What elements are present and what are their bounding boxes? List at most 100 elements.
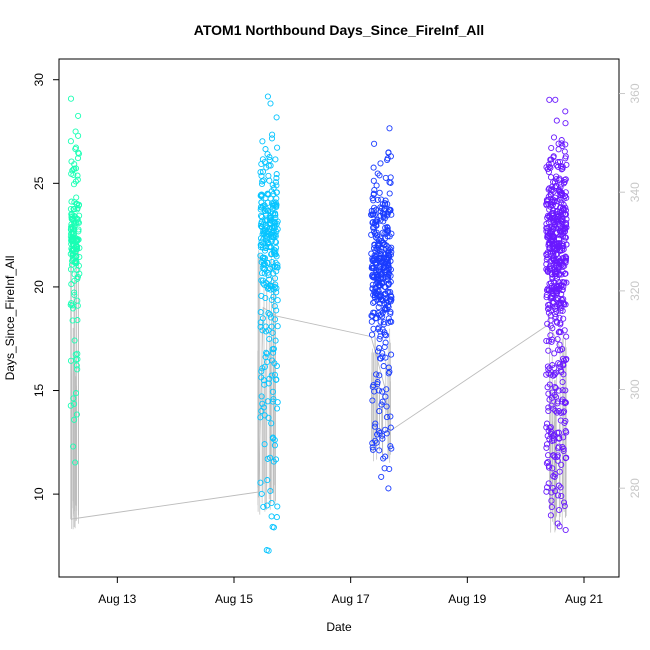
data-point (273, 114, 280, 121)
x-tick-label: Aug 15 (215, 592, 253, 606)
data-point (258, 238, 265, 245)
data-point (387, 153, 394, 160)
data-point (370, 164, 377, 171)
data-point (382, 174, 389, 181)
data-point (68, 211, 76, 218)
data-point (385, 265, 392, 273)
data-point (557, 329, 564, 336)
data-point (552, 384, 559, 392)
data-point (560, 362, 567, 369)
data-point (71, 400, 78, 408)
data-point (266, 276, 273, 283)
data-point (384, 288, 391, 295)
secondary-y-tick-label: 300 (628, 379, 642, 399)
data-point (74, 266, 81, 274)
data-point (261, 412, 268, 419)
data-point (74, 302, 81, 309)
data-point (381, 331, 389, 338)
data-point (269, 435, 277, 442)
data-point (373, 218, 380, 225)
data-point (547, 512, 554, 519)
data-point (258, 393, 265, 400)
y-tick-label: 20 (32, 280, 46, 294)
data-point (563, 454, 570, 461)
data-point (375, 310, 382, 317)
data-point (381, 207, 388, 214)
data-point (388, 244, 395, 251)
data-point (265, 191, 272, 198)
data-point (272, 337, 279, 344)
data-point (73, 411, 80, 418)
data-point (262, 353, 269, 361)
data-point (75, 149, 82, 156)
data-point (387, 298, 394, 305)
data-point (375, 304, 382, 311)
data-point (372, 285, 379, 292)
data-point (265, 310, 272, 317)
data-point (560, 447, 567, 455)
data-point (560, 246, 567, 253)
data-point (71, 165, 78, 172)
data-point (563, 429, 570, 436)
series-3 (368, 125, 395, 492)
data-point (562, 120, 569, 127)
data-point (557, 484, 564, 491)
data-point (368, 264, 375, 272)
data-point (381, 465, 388, 472)
data-point (373, 229, 380, 236)
data-point (550, 154, 557, 161)
data-point (264, 398, 271, 405)
data-point (379, 326, 386, 333)
data-point (268, 513, 275, 520)
plot-frame (58, 58, 620, 578)
data-point (269, 329, 276, 336)
data-point (257, 309, 264, 316)
data-point (555, 443, 562, 450)
data-point (377, 355, 384, 362)
data-point (563, 224, 570, 231)
data-point (382, 426, 389, 433)
data-point (376, 408, 383, 415)
data-point (379, 297, 387, 304)
data-point (381, 235, 389, 242)
y-tick-label: 25 (32, 176, 46, 190)
data-point (558, 461, 565, 468)
data-point (71, 291, 78, 299)
data-point (272, 239, 280, 246)
data-point (259, 178, 266, 185)
data-point (70, 246, 77, 253)
data-point (380, 218, 387, 225)
data-point (262, 294, 269, 302)
data-point (267, 487, 274, 495)
data-point (260, 377, 268, 384)
data-point (562, 356, 569, 363)
data-point (270, 349, 277, 356)
data-point (273, 175, 280, 182)
data-point (370, 177, 377, 184)
data-point (379, 210, 386, 217)
data-point (551, 453, 558, 461)
data-point (547, 200, 554, 207)
data-point (554, 217, 561, 224)
data-point (271, 303, 278, 310)
x-tick-label: Aug 17 (332, 592, 370, 606)
data-point (261, 281, 268, 288)
data-point (554, 159, 562, 166)
data-point (268, 372, 275, 379)
data-point (385, 370, 392, 377)
data-point (561, 148, 568, 155)
data-point (381, 241, 388, 248)
data-point (258, 407, 265, 415)
data-point (368, 250, 375, 257)
data-point (260, 280, 267, 287)
data-point (385, 364, 392, 371)
data-point (563, 254, 570, 261)
data-point (374, 196, 381, 203)
data-point (381, 260, 388, 267)
data-point (553, 176, 560, 183)
data-point (554, 453, 561, 460)
data-point (558, 137, 565, 144)
data-point (379, 435, 386, 442)
data-point (369, 446, 377, 453)
data-point (546, 163, 553, 171)
